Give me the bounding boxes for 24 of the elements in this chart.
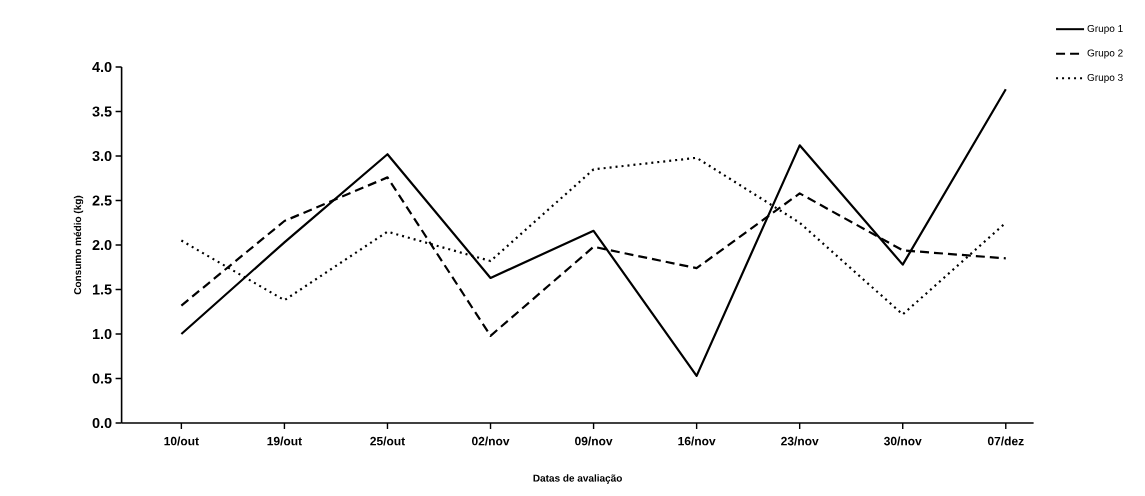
x-tick-label: 30/nov [884,436,922,446]
y-tick-label: 3.0 [92,150,112,162]
x-tick-label: 19/out [267,436,302,446]
x-tick-label: 25/out [370,436,405,446]
x-tick-label: 23/nov [781,436,819,446]
x-tick-label: 10/out [164,436,199,446]
y-axis-title: Consumo médio (kg) [73,195,84,295]
x-tick-label: 16/nov [678,436,716,446]
legend-label: Grupo 1 [1087,24,1123,34]
y-tick-label: 1.0 [92,328,112,340]
y-tick-label: 0.5 [92,373,112,384]
y-tick-label: 3.5 [92,106,112,117]
line-series [180,88,1007,377]
legend-label: Grupo 3 [1087,73,1123,83]
x-tick-label: 07/dez [987,436,1024,446]
y-tick-label: 2.0 [92,239,112,251]
y-tick-label: 1.5 [92,284,112,295]
legend-label: Grupo 2 [1087,49,1123,59]
y-tick-label: 4.0 [92,61,112,73]
x-tick-label: 09/nov [575,436,613,446]
x-axis-title: Datas de avaliação [533,474,622,484]
y-tick-label: 0.0 [92,417,112,429]
y-tick-label: 2.5 [92,195,112,206]
x-tick-label: 02/nov [471,436,510,446]
